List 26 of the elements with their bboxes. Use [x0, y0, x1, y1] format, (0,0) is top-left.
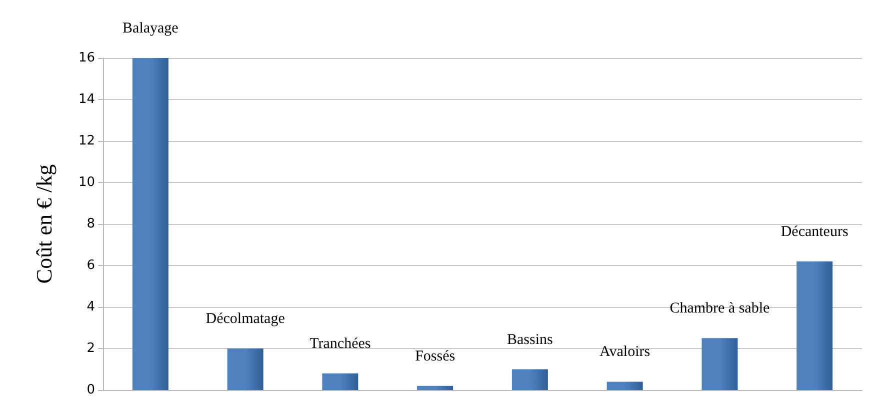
- y-tick-label: 4: [86, 300, 95, 314]
- y-tick-label: 14: [78, 92, 95, 107]
- x-tick-label: Avaloirs: [600, 344, 650, 360]
- x-tick-label: Fossés: [415, 348, 456, 364]
- bar: [512, 369, 548, 390]
- bar: [796, 261, 833, 390]
- x-tick-label: Chambre à sable: [670, 300, 770, 317]
- y-tick-label: 12: [78, 134, 95, 148]
- y-tick-label: 2: [86, 341, 95, 356]
- x-tick-label: Tranchées: [310, 336, 371, 352]
- bar: [227, 348, 264, 390]
- x-tick-label: Bassins: [507, 332, 554, 348]
- y-axis-title: Coût en € /kg: [32, 164, 56, 284]
- y-tick-label: 0: [86, 382, 95, 398]
- x-tick-label: Décanteurs: [780, 224, 848, 240]
- bar: [132, 58, 168, 390]
- y-tick-label: 8: [86, 216, 95, 232]
- y-tick-label: 10: [78, 175, 95, 190]
- bar: [606, 382, 643, 390]
- x-tick-label: Décolmatage: [206, 311, 286, 327]
- x-tick-label: Balayage: [122, 20, 179, 36]
- bar: [702, 338, 738, 390]
- y-tick-label: 6: [86, 258, 95, 273]
- bar: [322, 373, 358, 390]
- bar: [417, 386, 454, 390]
- y-tick-label: 16: [78, 50, 95, 66]
